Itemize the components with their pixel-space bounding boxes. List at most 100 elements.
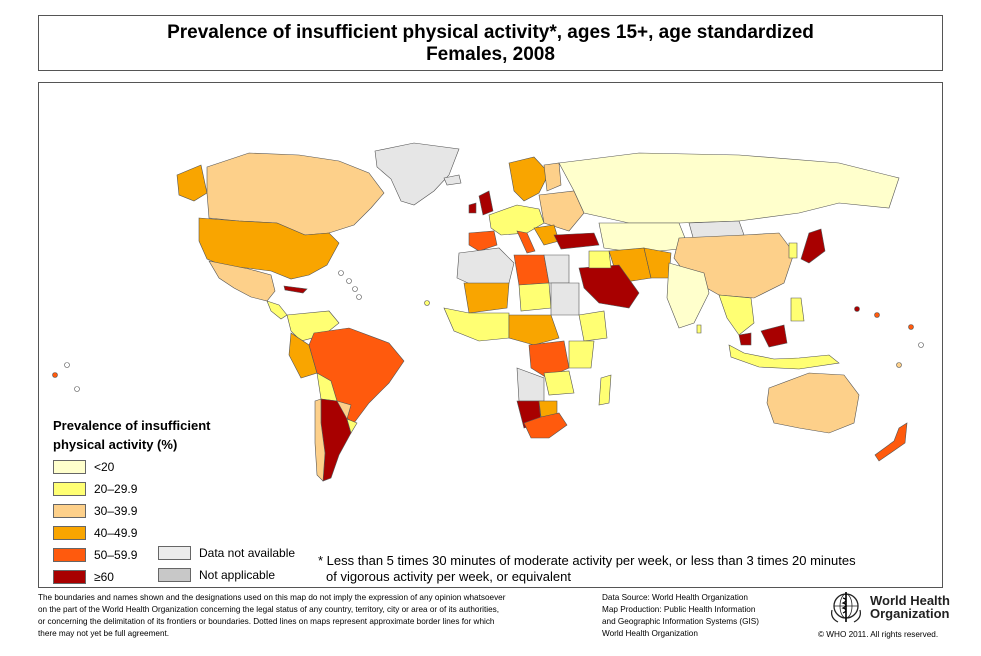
disclaimer: The boundaries and names shown and the d… — [38, 592, 558, 640]
region-east-africa — [568, 340, 595, 369]
legend-item: 50–59.9 — [53, 547, 137, 563]
legend-not-applicable: Not applicable — [158, 567, 275, 583]
island-marker — [74, 386, 80, 392]
region-indonesia — [728, 344, 840, 370]
data-source-line: Map Production: Public Health Informatio… — [602, 605, 756, 614]
region-madagascar — [598, 374, 612, 406]
legend-no-data-label: Data not available — [199, 546, 296, 560]
legend-swatch — [53, 482, 86, 496]
disclaimer-line: on the part of the World Health Organiza… — [38, 605, 500, 614]
region-libya — [513, 254, 550, 286]
region-usa — [198, 217, 340, 280]
region-korea — [788, 242, 798, 259]
island-marker — [918, 342, 924, 348]
region-south-africa — [523, 412, 568, 439]
disclaimer-line: or concerning the delimitation of its fr… — [38, 617, 495, 626]
map-title-box: Prevalence of insufficient physical acti… — [38, 15, 943, 71]
island-marker — [874, 312, 880, 318]
region-sri-lanka — [696, 324, 702, 334]
footnote: * Less than 5 times 30 minutes of modera… — [318, 553, 918, 585]
island-marker — [64, 362, 70, 368]
region-italy — [516, 230, 536, 254]
legend-label: 40–49.9 — [94, 526, 138, 540]
region-united-kingdom — [478, 190, 494, 216]
region-saudi-arabia — [578, 264, 640, 309]
region-peru — [288, 332, 318, 379]
region-chile — [314, 398, 326, 482]
region-uruguay — [346, 418, 358, 434]
legend-item: 40–49.9 — [53, 525, 137, 541]
data-source-line: and Geographic Information Systems (GIS) — [602, 617, 759, 626]
region-iraq — [588, 250, 612, 269]
region-zambia — [543, 370, 575, 396]
region-northwest-africa — [456, 247, 515, 289]
data-source-line: World Health Organization — [602, 629, 698, 638]
world-map — [52, 142, 924, 482]
footnote-line2: of vigorous activity per week, or equiva… — [326, 569, 571, 584]
region-greenland — [374, 142, 460, 206]
island-marker — [896, 362, 902, 368]
region-west-africa — [443, 307, 510, 342]
island-marker — [338, 270, 344, 276]
legend-label: 20–29.9 — [94, 482, 138, 496]
map-title: Prevalence of insufficient physical acti… — [167, 22, 814, 43]
region-southeast-asia — [718, 294, 755, 336]
region-iceland — [443, 174, 462, 186]
region-japan — [800, 228, 826, 264]
legend-label: 50–59.9 — [94, 548, 138, 562]
legend-item: 30–39.9 — [53, 503, 137, 519]
region-canada — [206, 152, 385, 236]
region-malaysia — [738, 332, 752, 346]
map-subtitle: Females, 2008 — [426, 44, 555, 65]
legend-not-applicable-label: Not applicable — [199, 568, 276, 582]
island-marker — [908, 324, 914, 330]
legend-no-data-swatch — [158, 546, 191, 560]
region-russia — [558, 152, 900, 224]
legend-no-data: Data not available — [158, 545, 295, 561]
island-marker — [352, 286, 358, 292]
region-ethiopia — [578, 310, 608, 342]
region-scandinavia — [508, 156, 550, 202]
legend-label: ≥60 — [94, 570, 114, 584]
region-alaska — [176, 164, 208, 202]
region-borneo — [760, 324, 788, 348]
region-australia — [766, 372, 860, 434]
region-chad — [518, 282, 552, 312]
who-emblem-icon — [831, 592, 861, 623]
legend-swatch — [53, 504, 86, 518]
island-marker — [854, 306, 860, 312]
footnote-line1: * Less than 5 times 30 minutes of modera… — [318, 553, 856, 568]
island-marker — [346, 278, 352, 284]
legend-swatch — [53, 548, 86, 562]
legend-label: 30–39.9 — [94, 504, 138, 518]
region-india — [666, 262, 710, 329]
region-central-asia — [598, 222, 690, 254]
disclaimer-line: there may not yet be full agreement. — [38, 629, 170, 638]
region-eastern-europe — [538, 190, 585, 232]
island-marker — [424, 300, 430, 306]
legend-swatch — [53, 460, 86, 474]
who-logo-line1: World Health — [870, 593, 950, 608]
region-spain — [468, 230, 498, 252]
legend-swatch — [53, 570, 86, 584]
legend-title-line2: physical activity (%) — [53, 437, 178, 452]
region-mali — [463, 282, 510, 314]
legend-not-applicable-swatch — [158, 568, 191, 582]
island-marker — [356, 294, 362, 300]
disclaimer-line: The boundaries and names shown and the d… — [38, 593, 506, 602]
region-central-america — [266, 300, 288, 320]
who-logo-text: World Health Organization — [870, 594, 950, 620]
legend-item: 20–29.9 — [53, 481, 137, 497]
region-philippines — [790, 297, 805, 322]
who-logo-line2: Organization — [870, 606, 950, 621]
legend-label: <20 — [94, 460, 115, 474]
legend-title-line1: Prevalence of insufficient — [53, 418, 211, 433]
island-marker — [52, 372, 58, 378]
region-ireland — [468, 202, 477, 214]
region-finland — [543, 162, 562, 192]
region-cuba — [283, 285, 308, 294]
legend-item: <20 — [53, 459, 114, 475]
region-central-africa — [508, 314, 560, 346]
world-map-frame — [38, 82, 943, 588]
region-brazil — [308, 327, 405, 424]
